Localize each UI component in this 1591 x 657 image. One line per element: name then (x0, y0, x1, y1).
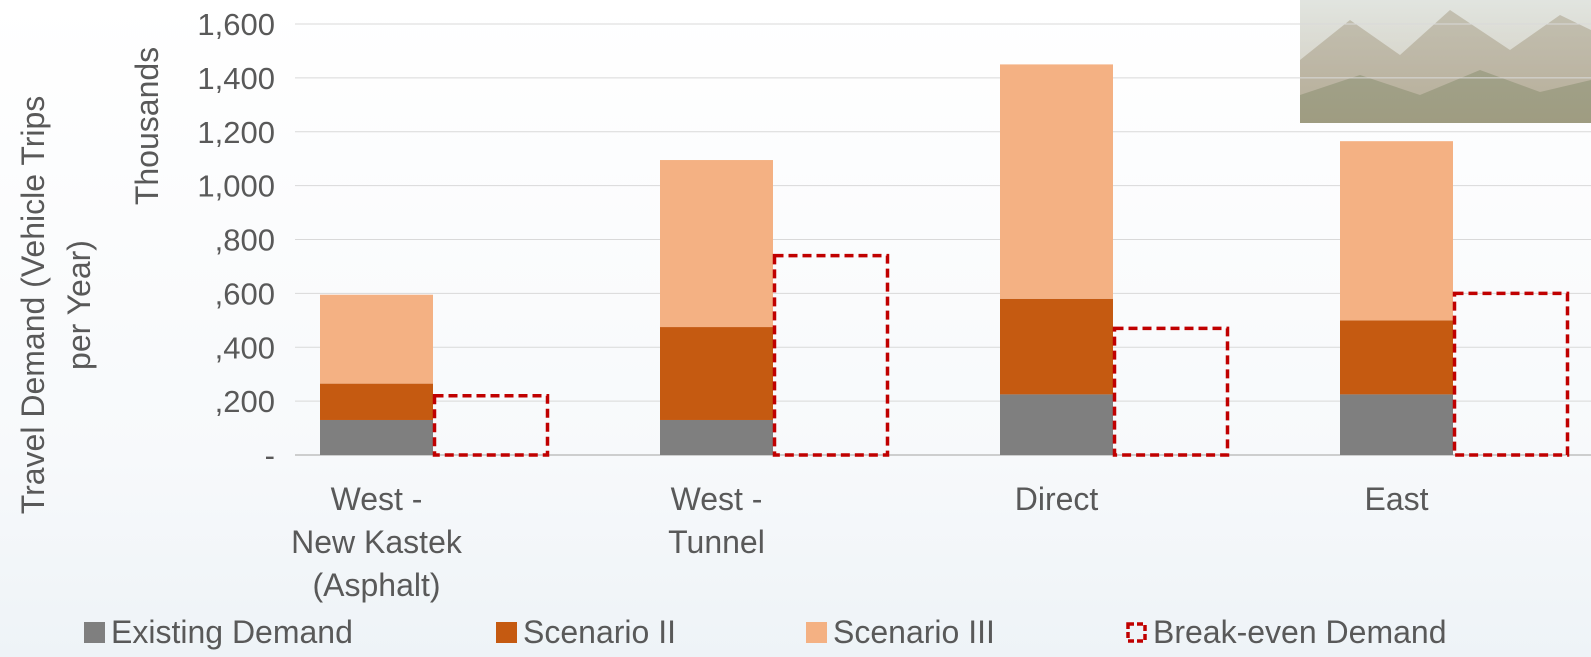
y-tick-label: 1,600 (197, 7, 275, 42)
y-tick-label: - (265, 438, 275, 473)
grid-lines (295, 23, 1591, 456)
break-even-bar (1452, 291, 1570, 457)
bar-series (320, 64, 1453, 455)
y-tick-label: ,200 (215, 384, 275, 419)
bar-segment (1340, 141, 1453, 321)
x-category-label: West -New Kastek (Asphalt) (291, 481, 463, 603)
legend-label: Scenario III (833, 614, 995, 650)
y-axis-title: Travel Demand (Vehicle Trips per Year) (15, 96, 97, 515)
y-tick-label: 1,200 (197, 115, 275, 150)
bar-segment (1340, 320, 1453, 395)
x-category-label: Direct (1015, 481, 1099, 517)
y-tick-label: 1,000 (197, 169, 275, 204)
bar-segment (1000, 64, 1113, 299)
x-axis: West -New Kastek (Asphalt) West -Tunnel Dir… (291, 481, 1428, 603)
legend-swatch (806, 622, 827, 643)
bar-segment (1000, 394, 1113, 455)
y-tick-label: ,400 (215, 330, 275, 365)
bar-segment (660, 327, 773, 420)
legend: Existing Demand Scenario II Scenario III Br… (84, 614, 1446, 650)
legend-swatch (84, 622, 105, 643)
y-axis-units-label: Thousands (129, 47, 165, 205)
bar-segment (320, 294, 433, 384)
y-tick-label: ,600 (215, 276, 275, 311)
legend-label: Break-even Demand (1153, 614, 1446, 650)
bar-segment (320, 419, 433, 455)
legend-label: Scenario II (523, 614, 676, 650)
legend-swatch (1126, 622, 1147, 643)
bar-segment (660, 160, 773, 328)
x-category-label: West -Tunnel (668, 481, 765, 560)
legend-label: Existing Demand (111, 614, 353, 650)
landscape-photo (1300, 0, 1591, 123)
bar-segment (1340, 394, 1453, 455)
y-axis-titles: Thousands Travel Demand (Vehicle Trips per… (15, 47, 165, 514)
y-axis: - ,200 ,400 ,600 ,800 1,000 1,200 1,400 1,600 (197, 7, 275, 473)
break-even-series (432, 253, 1570, 457)
bar-segment (1000, 298, 1113, 395)
break-even-bar (1112, 326, 1230, 457)
bar-segment (320, 383, 433, 420)
bar-segment (660, 419, 773, 455)
y-tick-label: ,800 (215, 223, 275, 258)
break-even-bar (432, 393, 550, 457)
x-category-label: East (1364, 481, 1428, 517)
legend-swatch (496, 622, 517, 643)
break-even-bar (772, 253, 890, 457)
y-tick-label: 1,400 (197, 61, 275, 96)
